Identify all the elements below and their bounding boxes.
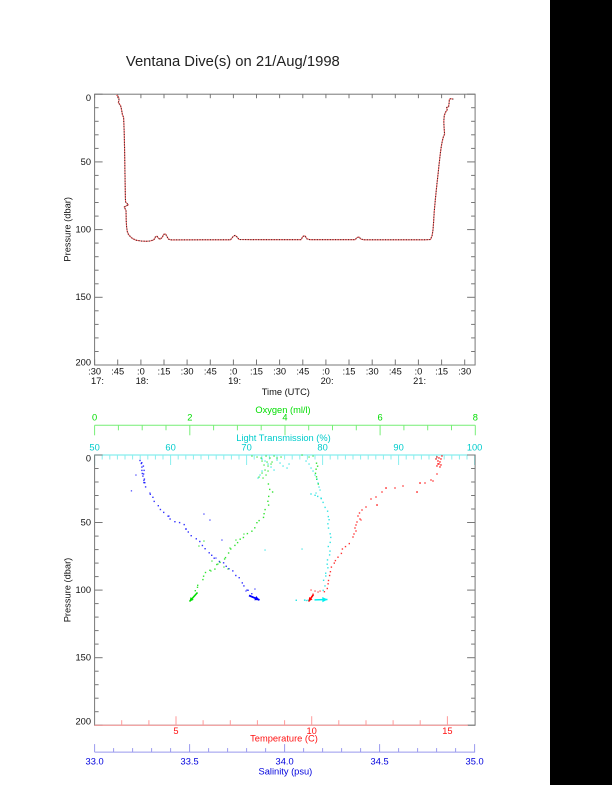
svg-text:Salinity (psu): Salinity (psu): [259, 767, 313, 777]
svg-text::15: :15: [435, 367, 448, 377]
svg-text::45: :45: [389, 367, 402, 377]
svg-text:60: 60: [165, 442, 175, 452]
svg-text::30: :30: [273, 367, 286, 377]
svg-text:Pressure (dbar): Pressure (dbar): [63, 558, 73, 623]
svg-text:18:: 18:: [136, 376, 149, 386]
svg-text::0: :0: [137, 367, 145, 377]
svg-text:0: 0: [86, 454, 91, 464]
svg-text:70: 70: [241, 442, 251, 452]
svg-text::30: :30: [88, 367, 101, 377]
svg-text::30: :30: [366, 367, 379, 377]
svg-text:Temperature (C): Temperature (C): [250, 734, 318, 744]
svg-text::15: :15: [343, 367, 356, 377]
svg-text:200: 200: [75, 357, 91, 367]
svg-text:35.0: 35.0: [466, 757, 484, 767]
svg-text:150: 150: [75, 292, 91, 302]
svg-text:34.5: 34.5: [371, 757, 389, 767]
svg-text:5: 5: [173, 726, 178, 736]
svg-text::0: :0: [230, 367, 238, 377]
svg-text:6: 6: [378, 413, 383, 423]
svg-text:100: 100: [75, 225, 91, 235]
svg-text::0: :0: [322, 367, 330, 377]
svg-text::0: :0: [415, 367, 423, 377]
svg-text:200: 200: [75, 717, 91, 727]
svg-text::45: :45: [296, 367, 309, 377]
svg-text:2: 2: [187, 413, 192, 423]
svg-text:17:: 17:: [91, 376, 104, 386]
svg-text:50: 50: [89, 442, 99, 452]
svg-text:0: 0: [86, 93, 91, 103]
svg-text:Ventana Dive(s) on 21/Aug/1998: Ventana Dive(s) on 21/Aug/1998: [126, 54, 340, 70]
svg-text:Light Transmission (%): Light Transmission (%): [236, 433, 331, 443]
svg-text:10: 10: [307, 726, 317, 736]
svg-text:33.0: 33.0: [86, 757, 104, 767]
svg-text:4: 4: [282, 413, 287, 423]
svg-text::30: :30: [181, 367, 194, 377]
svg-text:Time (UTC): Time (UTC): [262, 387, 310, 397]
svg-text:15: 15: [442, 726, 452, 736]
svg-text::15: :15: [158, 367, 171, 377]
svg-text:Pressure (dbar): Pressure (dbar): [63, 197, 73, 262]
svg-text:8: 8: [473, 413, 478, 423]
svg-text:80: 80: [317, 442, 327, 452]
svg-text:100: 100: [75, 585, 91, 595]
svg-text:150: 150: [75, 653, 91, 663]
svg-text:34.0: 34.0: [276, 757, 294, 767]
svg-text::30: :30: [458, 367, 471, 377]
svg-text:100: 100: [467, 442, 483, 452]
svg-text::15: :15: [250, 367, 263, 377]
svg-text:33.5: 33.5: [181, 757, 199, 767]
svg-text:50: 50: [81, 157, 91, 167]
svg-text::45: :45: [204, 367, 217, 377]
svg-text:21:: 21:: [413, 376, 426, 386]
svg-text:Oxygen (ml/l): Oxygen (ml/l): [255, 405, 310, 415]
svg-text::45: :45: [111, 367, 124, 377]
svg-text:20:: 20:: [321, 376, 334, 386]
svg-text:0: 0: [92, 413, 97, 423]
svg-text:90: 90: [393, 442, 403, 452]
svg-text:19:: 19:: [228, 376, 241, 386]
svg-text:50: 50: [81, 518, 91, 528]
